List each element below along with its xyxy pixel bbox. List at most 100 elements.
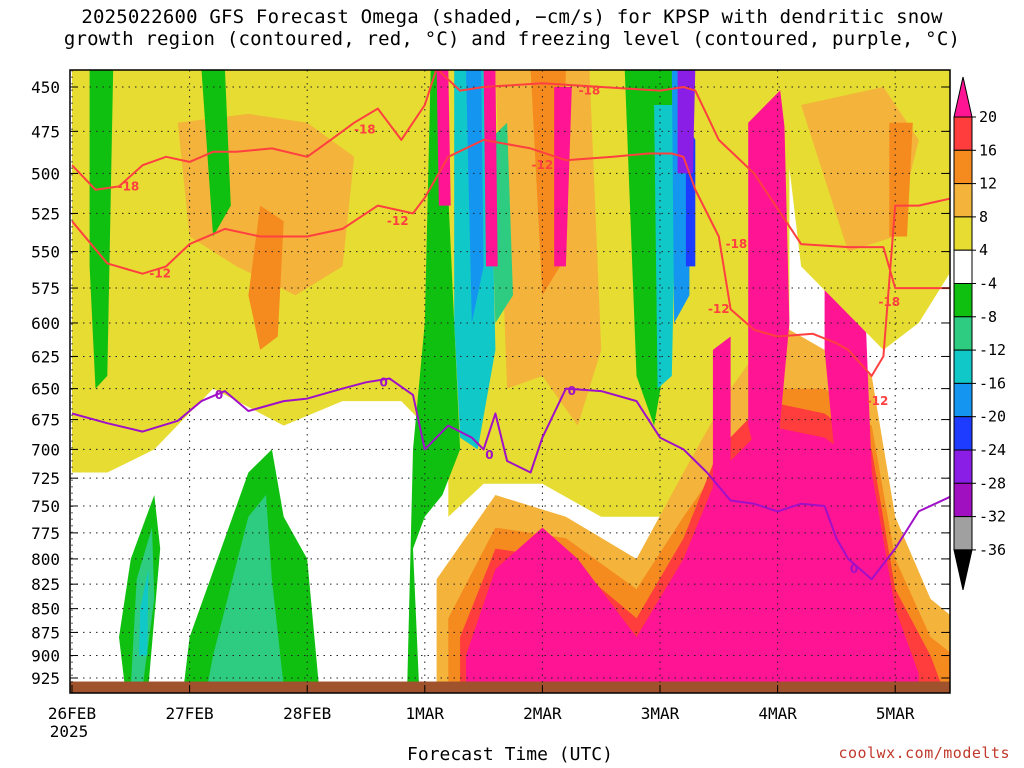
colorbar-label: 20 bbox=[979, 108, 997, 126]
omega-region-magenta bbox=[466, 425, 919, 687]
colorbar-swatch-purple bbox=[953, 449, 973, 484]
contour-line-freezing bbox=[71, 377, 950, 581]
x-tick-label: 5MAR bbox=[876, 704, 915, 723]
contour-label: 0 bbox=[215, 388, 223, 402]
colorbar-bottom-arrow bbox=[953, 549, 973, 591]
colorbar-top-arrow bbox=[953, 76, 973, 118]
colorbar-swatch-yellow bbox=[953, 216, 973, 251]
omega-region-magenta bbox=[554, 87, 572, 267]
colorbar-swatch-teal bbox=[953, 349, 973, 384]
colorbar-label: -8 bbox=[979, 308, 997, 326]
contour-label: -18 bbox=[354, 123, 376, 137]
omega-region-blue bbox=[466, 70, 484, 323]
y-tick-label: 575 bbox=[31, 279, 60, 298]
plot-frame bbox=[69, 69, 951, 694]
contour-label: -12 bbox=[387, 214, 409, 228]
x-tick-label: 1MAR bbox=[406, 704, 445, 723]
colorbar-label: -4 bbox=[979, 275, 997, 293]
y-tick-label: 550 bbox=[31, 243, 60, 262]
terrain-band bbox=[70, 681, 950, 693]
y-tick-label: 600 bbox=[31, 314, 60, 333]
y-axis: 450 475 500 525 550 575 600 625 650 675 700 725 750 7… bbox=[31, 78, 950, 688]
omega-region-orange bbox=[248, 205, 284, 350]
colorbar-label: -24 bbox=[979, 441, 1006, 459]
colorbar-swatch-dark_blue bbox=[953, 416, 973, 451]
x-tick-label: 26FEB bbox=[48, 704, 96, 723]
chart-title-line1: 2025022600 GFS Forecast Omega (shaded, −… bbox=[81, 6, 943, 28]
omega-region-green bbox=[407, 70, 461, 687]
colorbar-swatch-blue bbox=[953, 382, 973, 418]
colorbar-swatch-orange bbox=[953, 149, 973, 185]
y-tick-label: 525 bbox=[31, 204, 60, 223]
y-tick-label: 900 bbox=[31, 647, 60, 666]
contour-label: 0 bbox=[568, 384, 576, 398]
y-tick-label: 825 bbox=[31, 575, 60, 594]
contour-label: 0 bbox=[379, 375, 387, 389]
colorbar-label: -28 bbox=[979, 474, 1006, 492]
omega-region-green bbox=[89, 70, 114, 389]
colorbar-swatch-red bbox=[953, 116, 973, 151]
x-tick-label: 4MAR bbox=[758, 704, 797, 723]
colorbar-label: -36 bbox=[979, 541, 1006, 559]
contour-label: 0 bbox=[485, 448, 493, 462]
omega-region-magenta bbox=[712, 336, 731, 495]
y-tick-label: 725 bbox=[31, 469, 60, 488]
colorbar-swatch-dark_purple bbox=[953, 482, 973, 518]
chart-title: 2025022600 GFS Forecast Omega (shaded, −… bbox=[0, 6, 1024, 50]
colorbar-label: -12 bbox=[979, 341, 1006, 359]
colorbar-swatch-light_orange bbox=[953, 183, 973, 218]
plot-border bbox=[69, 69, 951, 694]
contour-label: -12 bbox=[867, 394, 889, 408]
contour-line-dgz bbox=[71, 70, 950, 290]
y-tick-label: 850 bbox=[31, 600, 60, 619]
colorbar-label: -32 bbox=[979, 508, 1006, 526]
x-tick-label: 3MAR bbox=[641, 704, 680, 723]
y-tick-label: 675 bbox=[31, 411, 60, 430]
colorbar: 20 16 12 8 4 -4 -8 -12 -16 -20 -24 -28 -32 -36 bbox=[953, 76, 1006, 591]
omega-region-magenta bbox=[748, 87, 790, 473]
x-tick-label: 28FEB bbox=[283, 704, 331, 723]
omega-region-purple bbox=[677, 70, 696, 174]
y-tick-label: 450 bbox=[31, 78, 60, 97]
omega-region-teal bbox=[139, 569, 149, 656]
omega-region-sea_green bbox=[207, 495, 284, 687]
y-tick-label: 625 bbox=[31, 347, 60, 366]
x-axis-label: Forecast Time (UTC) bbox=[407, 744, 613, 765]
y-tick-label: 700 bbox=[31, 440, 60, 459]
colorbar-swatch-green bbox=[953, 283, 973, 318]
omega-region-magenta bbox=[436, 70, 451, 206]
colorbar-label: -20 bbox=[979, 408, 1006, 426]
contour-label: -12 bbox=[149, 267, 171, 281]
contour-label: 0 bbox=[850, 562, 858, 576]
y-tick-label: 650 bbox=[31, 380, 60, 399]
y-tick-label: 800 bbox=[31, 550, 60, 569]
contour-label: -18 bbox=[878, 295, 900, 309]
contour-labels: -18 -12 -18 -12 -18 -12 -18 -12 -18 -12 0 0 0 0 0 bbox=[118, 84, 901, 576]
colorbar-label: 4 bbox=[979, 241, 988, 259]
chart-title-line2: growth region (contoured, red, °C) and f… bbox=[63, 28, 961, 50]
x-tick-label: 2MAR bbox=[523, 704, 562, 723]
y-tick-label: 925 bbox=[31, 669, 60, 688]
colorbar-label: 8 bbox=[979, 208, 988, 226]
contour-label: -18 bbox=[118, 179, 140, 193]
contour-label: -12 bbox=[708, 302, 730, 316]
credit-link[interactable]: coolwx.com/modelts bbox=[838, 744, 1010, 762]
colorbar-swatch-white bbox=[953, 249, 973, 284]
contour-label: -12 bbox=[532, 158, 554, 172]
y-tick-label: 750 bbox=[31, 497, 60, 516]
contour-line-dgz bbox=[71, 138, 950, 377]
y-tick-label: 500 bbox=[31, 164, 60, 183]
colorbar-label: 16 bbox=[979, 141, 997, 159]
colorbar-label: 12 bbox=[979, 175, 997, 193]
x-tick-sublabel: 2025 bbox=[50, 722, 89, 741]
y-tick-label: 875 bbox=[31, 623, 60, 642]
colorbar-swatch-sea_green bbox=[953, 316, 973, 351]
contour-label: -18 bbox=[726, 237, 748, 251]
omega-region-magenta bbox=[483, 70, 498, 267]
terrain-surface bbox=[70, 681, 950, 693]
y-tick-label: 775 bbox=[31, 524, 60, 543]
contour-lines bbox=[71, 70, 950, 581]
colorbar-label: -16 bbox=[979, 374, 1006, 392]
